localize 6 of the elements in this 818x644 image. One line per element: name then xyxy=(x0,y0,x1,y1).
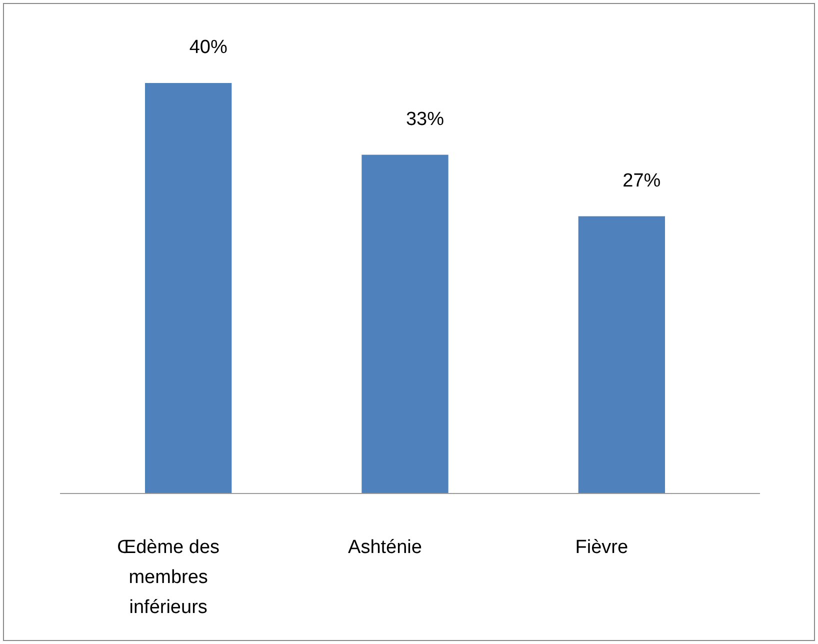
data-label: 33% xyxy=(406,108,444,130)
x-tick-label: Fièvre xyxy=(575,537,628,558)
data-label: 40% xyxy=(189,37,228,58)
x-tick-label: Œdème des membres inférieurs xyxy=(117,537,220,618)
data-label: 27% xyxy=(622,170,661,192)
x-tick-label: Ashténie xyxy=(348,537,422,558)
